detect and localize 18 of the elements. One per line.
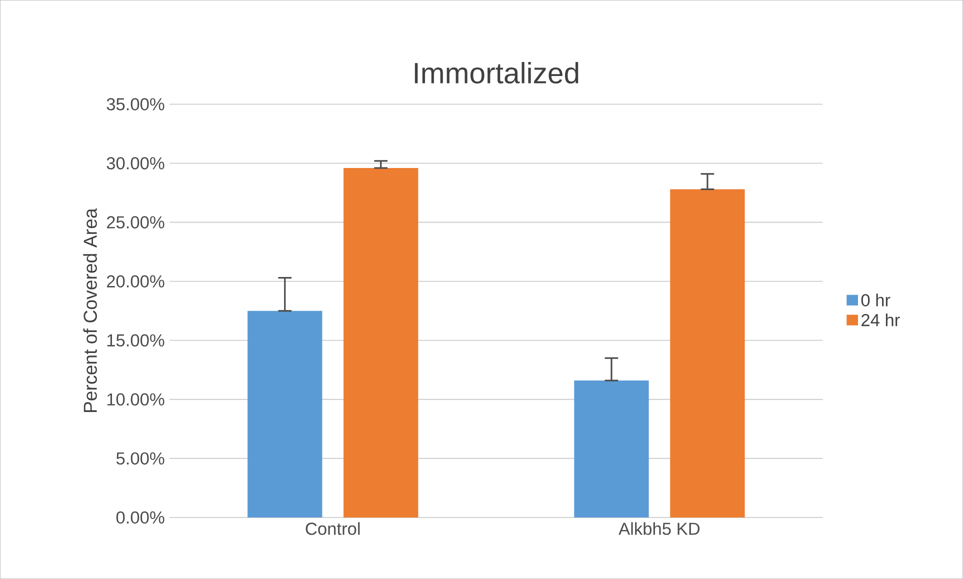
y-tick-label: 35.00%	[106, 98, 164, 110]
legend-label: 0 hr	[861, 294, 890, 306]
y-axis-title: Percent of Covered Area	[83, 208, 97, 412]
y-tick-label: 0.00%	[116, 511, 164, 524]
bar	[248, 310, 322, 518]
x-tick-label: Control	[306, 522, 360, 535]
legend-label: 24 hr	[862, 313, 900, 326]
x-tick-label: Alkbh5 KD	[618, 522, 700, 535]
y-tick-label: 5.00%	[116, 452, 164, 465]
bar	[344, 168, 418, 518]
chart-title: Immortalized	[414, 62, 578, 84]
y-tick-label: 20.00%	[106, 275, 164, 288]
y-tick-label: 15.00%	[107, 334, 164, 346]
bar	[670, 189, 745, 518]
y-tick-label: 25.00%	[106, 216, 164, 228]
bar	[574, 380, 649, 518]
y-tick-label: 30.00%	[106, 157, 164, 170]
y-tick-label: 10.00%	[107, 393, 164, 406]
